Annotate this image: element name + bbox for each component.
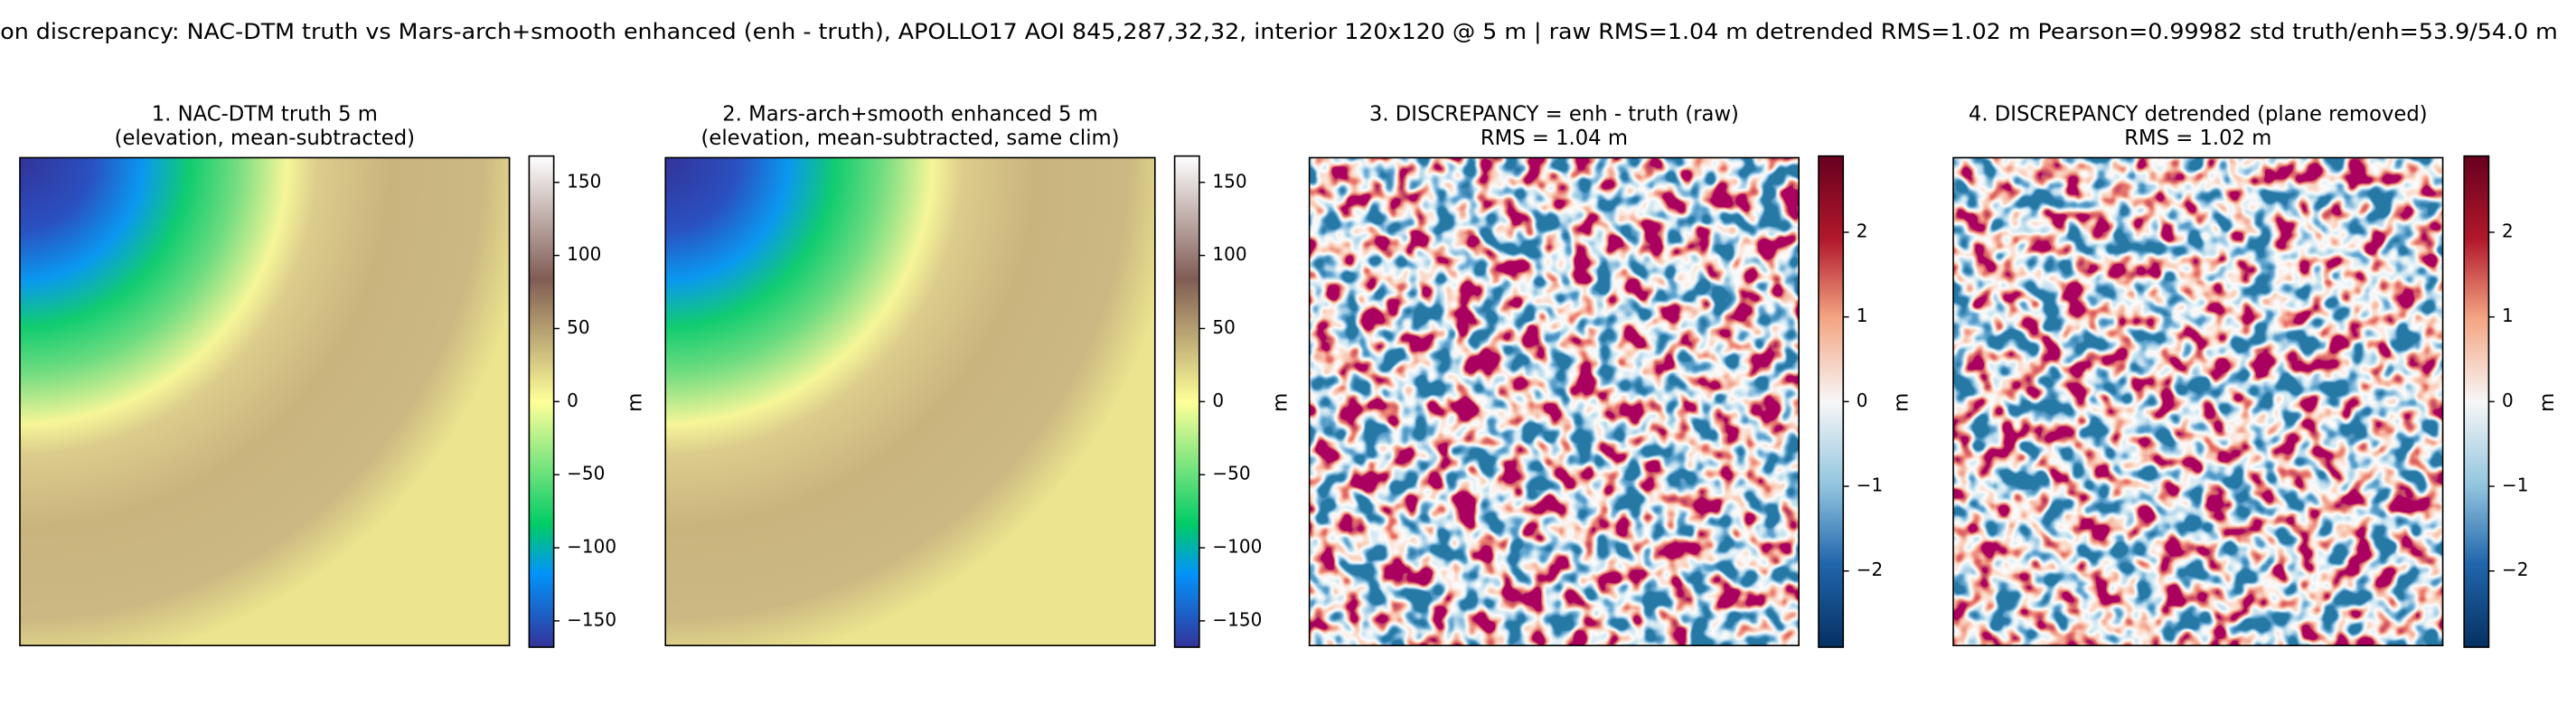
colorbar xyxy=(1173,155,1200,648)
colorbar-tick-label: −1 xyxy=(1857,475,1883,496)
axes-frame xyxy=(1952,156,2444,647)
colorbar-label: m xyxy=(2536,393,2559,412)
colorbar-tick-label: −150 xyxy=(567,608,616,630)
colorbar-tick-label: −2 xyxy=(2502,559,2528,580)
colorbar-tick-label: 0 xyxy=(2502,390,2514,411)
colorbar-tick-label: 1 xyxy=(2502,305,2514,326)
axes-frame xyxy=(664,156,1156,647)
colorbar-tick-label: 0 xyxy=(567,390,578,411)
figure-title: on discrepancy: NAC-DTM truth vs Mars-ar… xyxy=(0,19,2558,44)
panel-subtitle: RMS = 1.04 m xyxy=(1481,127,1628,150)
panel-title: 4. DISCREPANCY detrended (plane removed) xyxy=(1969,103,2428,127)
colorbar-tick-label: 150 xyxy=(567,170,601,192)
colorbar-tick-label: 1 xyxy=(1857,305,1868,326)
colorbar-tick-label: −1 xyxy=(2502,475,2528,496)
colorbar-tick-label: 150 xyxy=(1212,170,1246,192)
panel-subtitle: (elevation, mean-subtracted) xyxy=(115,127,415,150)
panel-title: 2. Mars-arch+smooth enhanced 5 m xyxy=(722,103,1098,127)
axes-frame xyxy=(1308,156,1800,647)
colorbar xyxy=(528,155,555,648)
colorbar-label: m xyxy=(1891,393,1913,412)
colorbar-tick-label: 50 xyxy=(567,316,589,338)
panel-title: 3. DISCREPANCY = enh - truth (raw) xyxy=(1369,103,1739,127)
colorbar xyxy=(2463,155,2490,648)
colorbar-tick-label: 2 xyxy=(1857,220,1868,241)
axes-frame xyxy=(19,156,511,647)
colorbar-label: m xyxy=(1270,393,1293,412)
colorbar-tick-label: −150 xyxy=(1212,608,1262,630)
colorbar-tick-label: 2 xyxy=(2502,220,2514,241)
colorbar xyxy=(1818,155,1845,648)
colorbar-tick-label: −100 xyxy=(1212,536,1262,558)
colorbar-tick-label: 100 xyxy=(567,243,601,265)
panel-subtitle: RMS = 1.02 m xyxy=(2124,127,2271,150)
panel-title: 1. NAC-DTM truth 5 m xyxy=(152,103,378,127)
elevation-image xyxy=(20,157,510,646)
colorbar-tick-label: 100 xyxy=(1212,243,1246,265)
colorbar-tick-label: 0 xyxy=(1212,390,1224,411)
colorbar-tick-label: −100 xyxy=(567,536,616,558)
colorbar-tick-label: 0 xyxy=(1857,390,1868,411)
colorbar-tick-label: −50 xyxy=(567,463,605,484)
elevation-image xyxy=(665,157,1155,646)
discrepancy-image xyxy=(1309,157,1800,646)
colorbar-tick-label: 50 xyxy=(1212,316,1235,338)
panel-subtitle: (elevation, mean-subtracted, same clim) xyxy=(700,127,1119,150)
colorbar-label: m xyxy=(625,393,647,412)
colorbar-tick-label: −50 xyxy=(1212,463,1250,484)
colorbar-tick-label: −2 xyxy=(1857,559,1883,580)
discrepancy-image xyxy=(1953,157,2443,646)
